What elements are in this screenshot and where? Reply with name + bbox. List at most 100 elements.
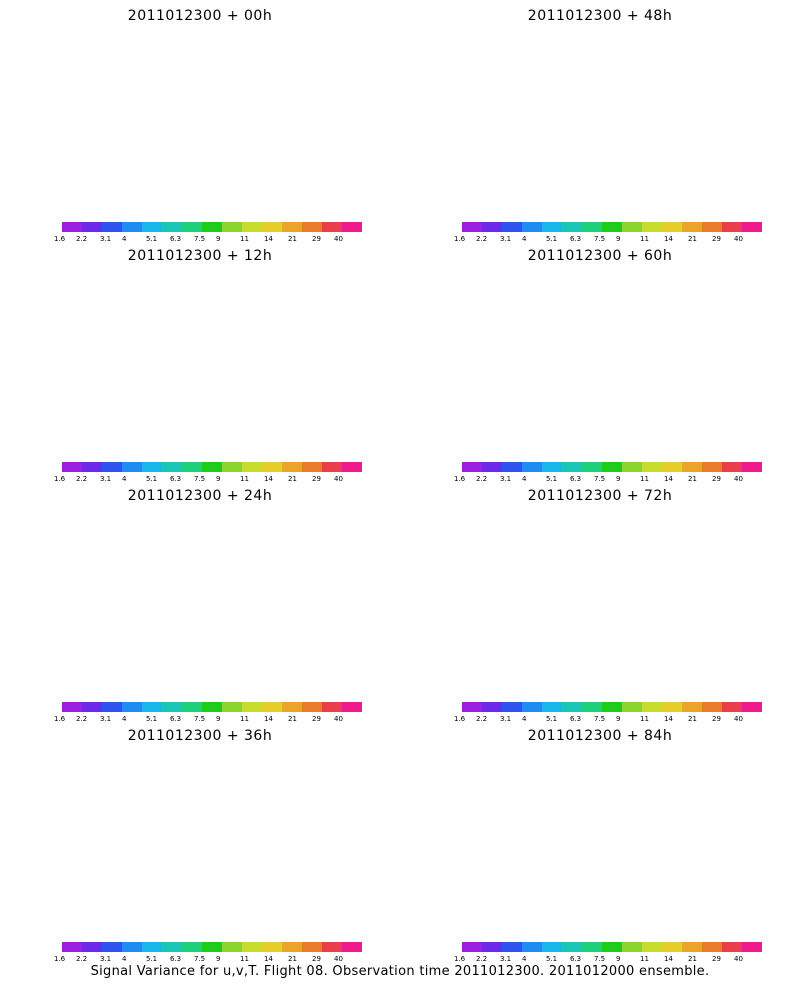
variance-contour [420, 759, 748, 900]
variance-contour [197, 662, 222, 679]
colorbar-swatch [322, 942, 342, 952]
variance-contour [595, 180, 625, 200]
variance-field [420, 523, 738, 688]
panel-title: 2011012300 + 84h [527, 728, 673, 744]
colorbar-tick-label: 11 [640, 235, 649, 243]
colorbar-labels: 1.6 2.2 3.1 4 5.1 6.3 7.5 9 11 14 21 29 40 [54, 715, 354, 725]
colorbar-tick-label: 3.1 [100, 235, 112, 243]
colorbar-tick-label: 14 [264, 235, 273, 243]
coastline [60, 770, 326, 865]
colorbar-tick-label: 1.6 [454, 955, 466, 963]
colorbar-swatch [502, 942, 522, 952]
polar-projection-map [420, 510, 780, 695]
colorbar-tick-label: 6.3 [570, 235, 582, 243]
colorbar-tick-label: 9 [616, 715, 621, 723]
colorbar-tick-label: 7.5 [594, 715, 606, 723]
colorbar-swatch [502, 222, 522, 232]
colorbar-tick-label: 5.1 [546, 475, 558, 483]
colorbar-tick-label: 4 [122, 715, 127, 723]
colorbar-tick-label: 21 [688, 955, 697, 963]
colorbar-swatch [82, 702, 102, 712]
variance-field [63, 305, 281, 440]
variance-field [33, 774, 308, 924]
colorbar-swatch [222, 222, 242, 232]
colorbar-tick-label: 29 [312, 955, 321, 963]
colorbar-swatch [662, 702, 682, 712]
colorbar-tick-label: 40 [334, 715, 343, 723]
colorbar-tick-label: 3.1 [500, 715, 512, 723]
variance-contour [580, 631, 651, 688]
variance-field [48, 540, 293, 682]
colorbar-swatch [142, 702, 162, 712]
map-panel: 2011012300 + 84h 1.6 2.2 3.1 4 5.1 6.3 7.5 9 11 14… [400, 720, 800, 963]
colorbar-swatch [62, 222, 82, 232]
coastline [460, 50, 726, 145]
colorbar-swatch [162, 222, 182, 232]
colorbar-tick-label: 4 [522, 475, 527, 483]
colorbar-swatch [722, 942, 742, 952]
colorbar-swatch [542, 702, 562, 712]
variance-contour [514, 554, 646, 617]
colorbar-swatch [302, 222, 322, 232]
colorbar-swatch [462, 702, 482, 712]
colorbar-swatch [82, 942, 102, 952]
variance-contour [138, 324, 222, 367]
panel-title: 2011012300 + 36h [127, 728, 273, 744]
colorbar-swatch [122, 942, 142, 952]
colorbar-tick-label: 3.1 [100, 955, 112, 963]
colorbar-tick-label: 3.1 [500, 235, 512, 243]
variance-contour [520, 76, 640, 134]
polar-projection-map [420, 270, 780, 455]
colorbar-tick-label: 7.5 [594, 475, 606, 483]
colorbar-tick-label: 7.5 [194, 475, 206, 483]
colorbar-swatch [482, 462, 502, 472]
variance-contour [192, 400, 239, 440]
colorbar-tick-label: 11 [640, 955, 649, 963]
colorbar-swatch [282, 702, 302, 712]
colorbar-labels: 1.6 2.2 3.1 4 5.1 6.3 7.5 9 11 14 21 29 40 [454, 955, 754, 965]
colorbar-swatch [462, 462, 482, 472]
variance-contour [420, 286, 730, 414]
panel-title: 2011012300 + 24h [127, 488, 273, 504]
colorbar-swatch [62, 462, 82, 472]
colorbar-swatch [702, 942, 722, 952]
variance-contour [603, 779, 697, 841]
colorbar [462, 462, 762, 472]
coastline [460, 770, 726, 865]
colorbar-tick-label: 14 [664, 715, 673, 723]
polar-projection-map [20, 30, 380, 215]
variance-contour [154, 343, 197, 368]
variance-contour [610, 63, 690, 117]
colorbar-swatch [602, 702, 622, 712]
colorbar-swatch [562, 222, 582, 232]
colorbar-tick-label: 9 [616, 955, 621, 963]
colorbar-tick-label: 7.5 [194, 715, 206, 723]
colorbar-swatch [542, 462, 562, 472]
colorbar-tick-label: 21 [288, 235, 297, 243]
variance-contour [150, 89, 210, 122]
variance-contour [420, 523, 738, 657]
colorbar-tick-label: 4 [522, 955, 527, 963]
variance-contour [545, 99, 606, 132]
colorbar-tick-label: 7.5 [194, 235, 206, 243]
variance-contour [594, 659, 626, 681]
colorbar-tick-label: 2.2 [76, 235, 88, 243]
colorbar-swatch [262, 702, 282, 712]
variance-contour [427, 332, 653, 418]
colorbar-tick-label: 5.1 [146, 715, 158, 723]
colorbar-tick-label: 40 [734, 955, 743, 963]
colorbar-tick-label: 3.1 [500, 955, 512, 963]
colorbar [462, 702, 762, 712]
variance-contour [577, 870, 652, 930]
coastline [460, 530, 726, 625]
colorbar-tick-label: 21 [288, 475, 297, 483]
variance-field [420, 286, 730, 448]
colorbar-swatch [142, 462, 162, 472]
coastline [60, 290, 326, 385]
colorbar-swatch [582, 462, 602, 472]
colorbar-tick-label: 6.3 [170, 955, 182, 963]
colorbar-swatch [482, 222, 502, 232]
colorbar-tick-label: 2.2 [476, 955, 488, 963]
colorbar-tick-label: 14 [264, 715, 273, 723]
polar-projection-map [420, 30, 780, 215]
